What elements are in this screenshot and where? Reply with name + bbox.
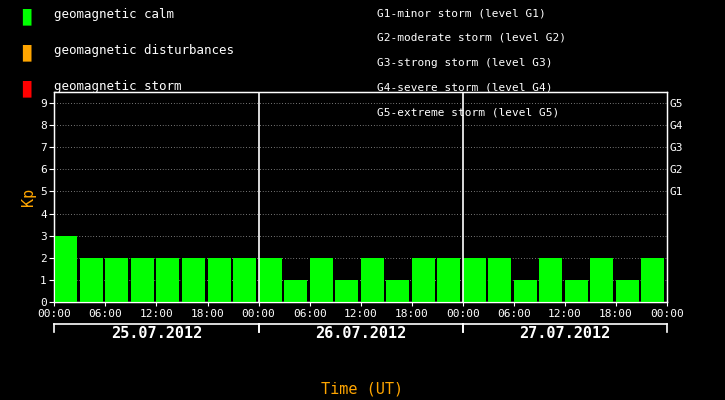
Text: █: █ [22,44,30,61]
Text: G4-severe storm (level G4): G4-severe storm (level G4) [377,82,552,92]
Text: 26.07.2012: 26.07.2012 [315,326,406,341]
Bar [284,280,307,302]
Bar [259,258,281,302]
Bar [233,258,256,302]
Bar [489,258,511,302]
Bar [360,258,384,302]
Bar [182,258,205,302]
Bar [80,258,103,302]
Bar [616,280,639,302]
Text: 25.07.2012: 25.07.2012 [111,326,202,341]
Bar [590,258,613,302]
Text: 27.07.2012: 27.07.2012 [519,326,610,341]
Bar [514,280,536,302]
Text: █: █ [22,8,30,25]
Bar [437,258,460,302]
Bar [335,280,358,302]
Bar [539,258,563,302]
Y-axis label: Kp: Kp [21,188,36,206]
Text: █: █ [22,80,30,97]
Bar [157,258,180,302]
Bar [105,258,128,302]
Bar [642,258,664,302]
Text: G3-strong storm (level G3): G3-strong storm (level G3) [377,58,552,68]
Text: G2-moderate storm (level G2): G2-moderate storm (level G2) [377,33,566,43]
Text: geomagnetic calm: geomagnetic calm [54,8,175,21]
Bar [131,258,154,302]
Text: geomagnetic storm: geomagnetic storm [54,80,182,93]
Bar [310,258,333,302]
Bar [565,280,588,302]
Bar [412,258,435,302]
Bar [207,258,231,302]
Text: G1-minor storm (level G1): G1-minor storm (level G1) [377,8,546,18]
Bar [386,280,409,302]
Bar [463,258,486,302]
Text: geomagnetic disturbances: geomagnetic disturbances [54,44,234,57]
Text: Time (UT): Time (UT) [321,381,404,396]
Bar [54,236,78,302]
Text: G5-extreme storm (level G5): G5-extreme storm (level G5) [377,107,559,117]
